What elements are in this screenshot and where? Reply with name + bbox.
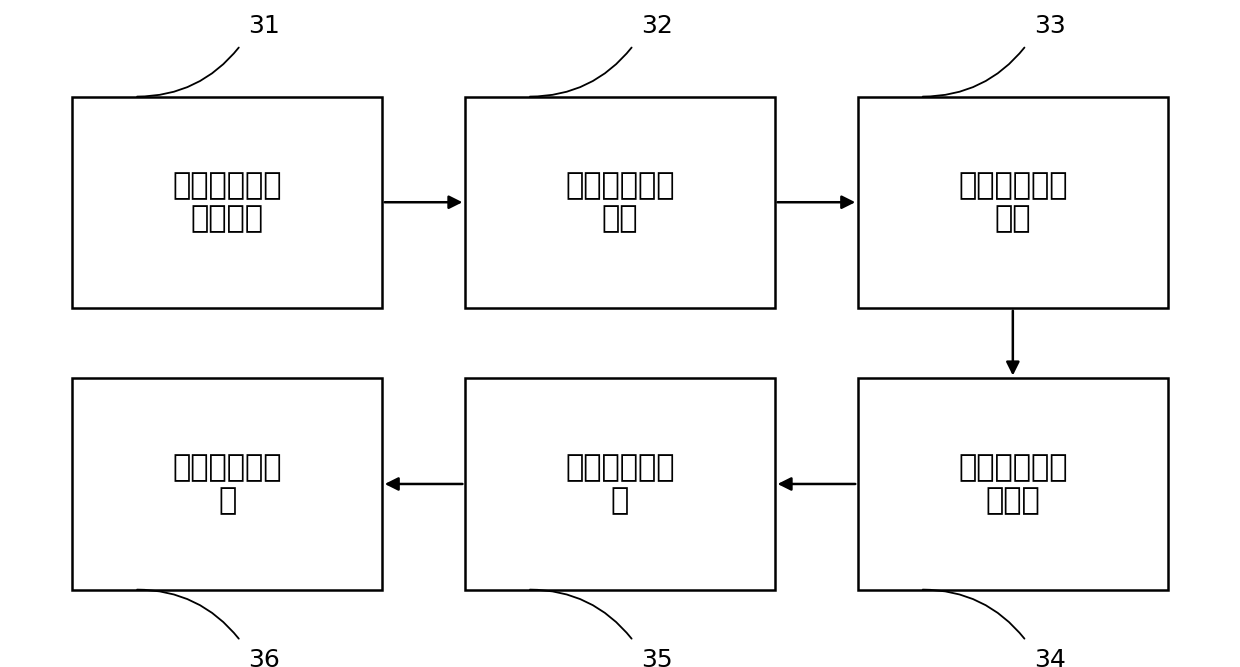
Text: 排序条件菜单
显示模块: 排序条件菜单 显示模块	[172, 171, 281, 233]
Text: 排序条件设置
模块: 排序条件设置 模块	[565, 171, 675, 233]
Text: 短消息显示模
块: 短消息显示模 块	[172, 453, 281, 516]
Text: 短消息排序模
块: 短消息排序模 块	[565, 453, 675, 516]
Text: 32: 32	[641, 14, 673, 38]
Bar	[858, 378, 1168, 590]
Bar	[465, 378, 775, 590]
Text: 排序条件存储
模块: 排序条件存储 模块	[959, 171, 1068, 233]
Bar	[72, 97, 382, 308]
Text: 34: 34	[1034, 648, 1066, 667]
Text: 31: 31	[248, 14, 280, 38]
Bar	[72, 378, 382, 590]
Text: 短消息标识获
取模块: 短消息标识获 取模块	[959, 453, 1068, 516]
Text: 35: 35	[641, 648, 673, 667]
Text: 36: 36	[248, 648, 280, 667]
Bar	[465, 97, 775, 308]
Text: 33: 33	[1034, 14, 1066, 38]
Bar	[858, 97, 1168, 308]
